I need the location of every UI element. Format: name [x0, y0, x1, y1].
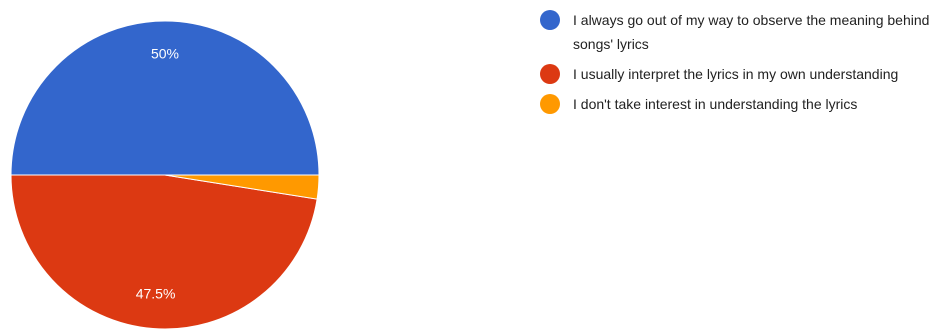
slice-label-2: 47.5% — [136, 285, 176, 301]
legend-swatch-3 — [540, 94, 560, 114]
legend-swatch-1 — [540, 10, 560, 30]
chart-legend: I always go out of my way to observe the… — [540, 8, 940, 122]
legend-label-3: I don't take interest in understanding t… — [573, 96, 858, 112]
legend-label-1: I always go out of my way to observe the… — [573, 12, 930, 52]
legend-item-1: I always go out of my way to observe the… — [540, 8, 940, 56]
slice-label-1: 50% — [151, 46, 179, 62]
pie-slice-2 — [10, 174, 318, 330]
pie-slice-1 — [10, 20, 320, 176]
pie-slice-3 — [164, 174, 320, 200]
pie-plot: 50% 47.5% — [10, 20, 320, 330]
legend-item-3: I don't take interest in understanding t… — [540, 92, 940, 116]
legend-label-2: I usually interpret the lyrics in my own… — [573, 66, 899, 82]
legend-item-2: I usually interpret the lyrics in my own… — [540, 62, 940, 86]
legend-swatch-2 — [540, 64, 560, 84]
